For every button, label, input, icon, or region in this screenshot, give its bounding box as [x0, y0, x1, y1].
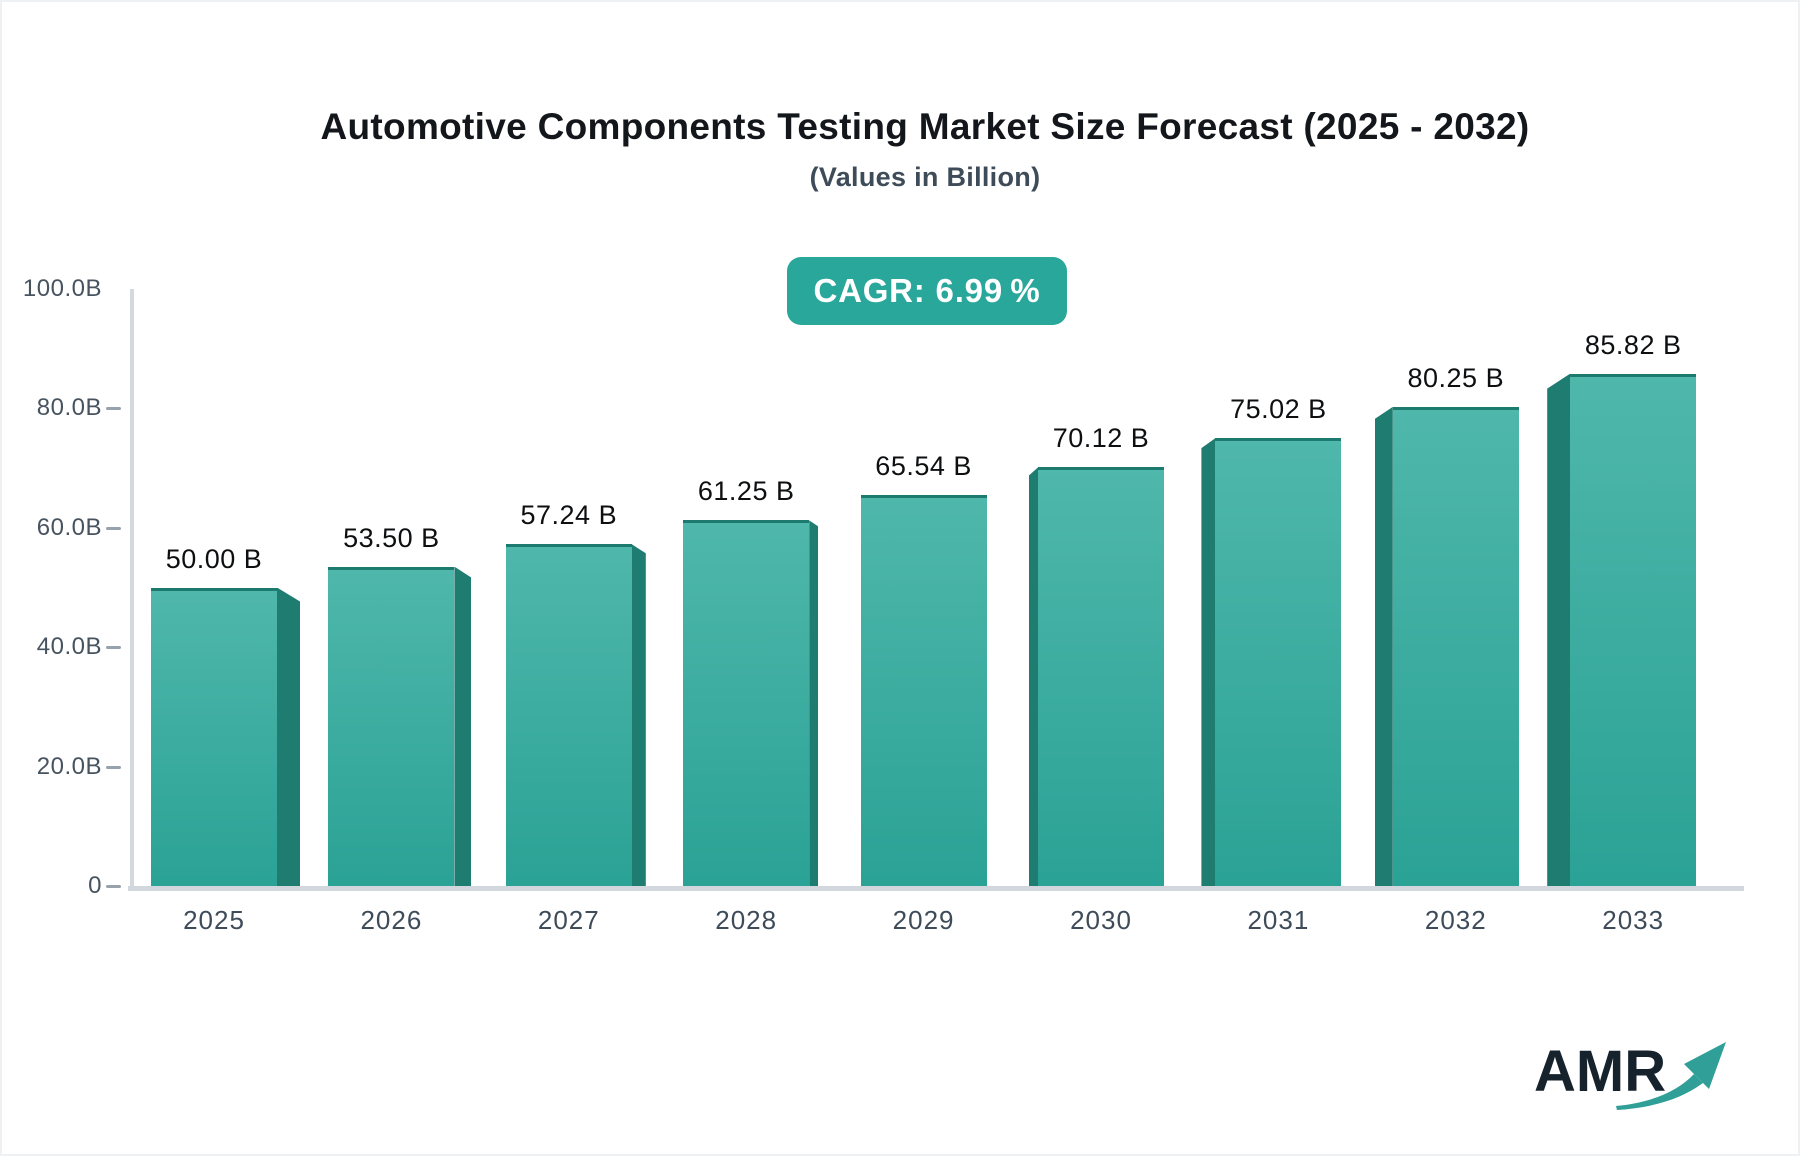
x-axis-year-label: 2032 — [1424, 905, 1487, 935]
y-tick-dash — [106, 646, 121, 650]
bar-front-face — [1215, 438, 1342, 886]
bar-value-label: 65.54 B — [875, 450, 972, 481]
bar-front-face — [151, 587, 277, 886]
cagr-badge-label: CAGR: 6.99 % — [813, 272, 1041, 309]
y-tick-label: 100.0B — [22, 275, 102, 302]
y-axis-line — [130, 289, 134, 891]
y-tick-label: 40.0B — [36, 633, 102, 661]
bar-value-label: 75.02 B — [1230, 394, 1327, 425]
bar-front-face — [1570, 373, 1697, 886]
amr-logo: AMR — [1534, 1032, 1734, 1116]
x-axis-year-label: 2026 — [360, 905, 423, 935]
bar-side-face — [454, 566, 472, 886]
growth-arrow-icon — [1616, 1042, 1726, 1110]
bar-front-face — [683, 520, 810, 886]
bar-side-face — [1547, 373, 1571, 886]
bar-side-face — [1201, 438, 1216, 886]
y-tick-label: 60.0B — [36, 513, 102, 541]
x-axis-year-label: 2028 — [715, 905, 778, 935]
x-axis-year-label: 2025 — [183, 905, 245, 935]
bar-value-label: 53.50 B — [343, 522, 440, 553]
bar-front-face — [1038, 467, 1164, 886]
x-axis-year-label: 2033 — [1602, 905, 1665, 935]
bar-side-face — [1029, 467, 1038, 886]
bar-value-label: 80.25 B — [1407, 362, 1505, 393]
y-tick-dash — [106, 407, 121, 411]
bar-side-face — [631, 544, 646, 886]
bar-front-face — [505, 544, 632, 886]
bar-value-label: 50.00 B — [165, 543, 263, 574]
y-tick-label: 20.0B — [36, 752, 102, 780]
x-axis-year-label: 2030 — [1070, 905, 1132, 935]
y-tick-label: 80.0B — [36, 394, 102, 422]
y-tick-dash — [106, 885, 121, 888]
bar-value-label: 61.25 B — [697, 476, 795, 507]
bar-value-label: 70.12 B — [1052, 423, 1150, 454]
bar-side-face — [809, 520, 819, 886]
x-axis-year-label: 2027 — [537, 905, 600, 935]
chart-title: Automotive Components Testing Market Siz… — [320, 106, 1530, 147]
x-axis-year-label: 2031 — [1247, 905, 1310, 935]
x-axis-year-label: 2029 — [892, 905, 955, 935]
chart-header: Automotive Components Testing Market Siz… — [132, 106, 1718, 193]
bar-front-face — [1392, 406, 1519, 886]
amr-logo-text: AMR — [1534, 1039, 1667, 1104]
bar-side-face — [277, 587, 300, 886]
chart-subtitle: (Values in Billion) — [809, 162, 1041, 192]
bar-side-face — [1374, 406, 1393, 886]
cagr-badge: CAGR: 6.99 % — [787, 257, 1067, 325]
bar-value-label: 57.24 B — [520, 500, 618, 531]
bar-value-label: 85.82 B — [1584, 329, 1682, 360]
x-axis-line — [128, 886, 1744, 891]
y-tick-dash — [106, 765, 121, 769]
bar-front-face — [328, 566, 455, 886]
bar-front-face — [860, 494, 987, 886]
y-tick-dash — [106, 526, 121, 530]
y-tick-label: 0 — [88, 872, 102, 899]
